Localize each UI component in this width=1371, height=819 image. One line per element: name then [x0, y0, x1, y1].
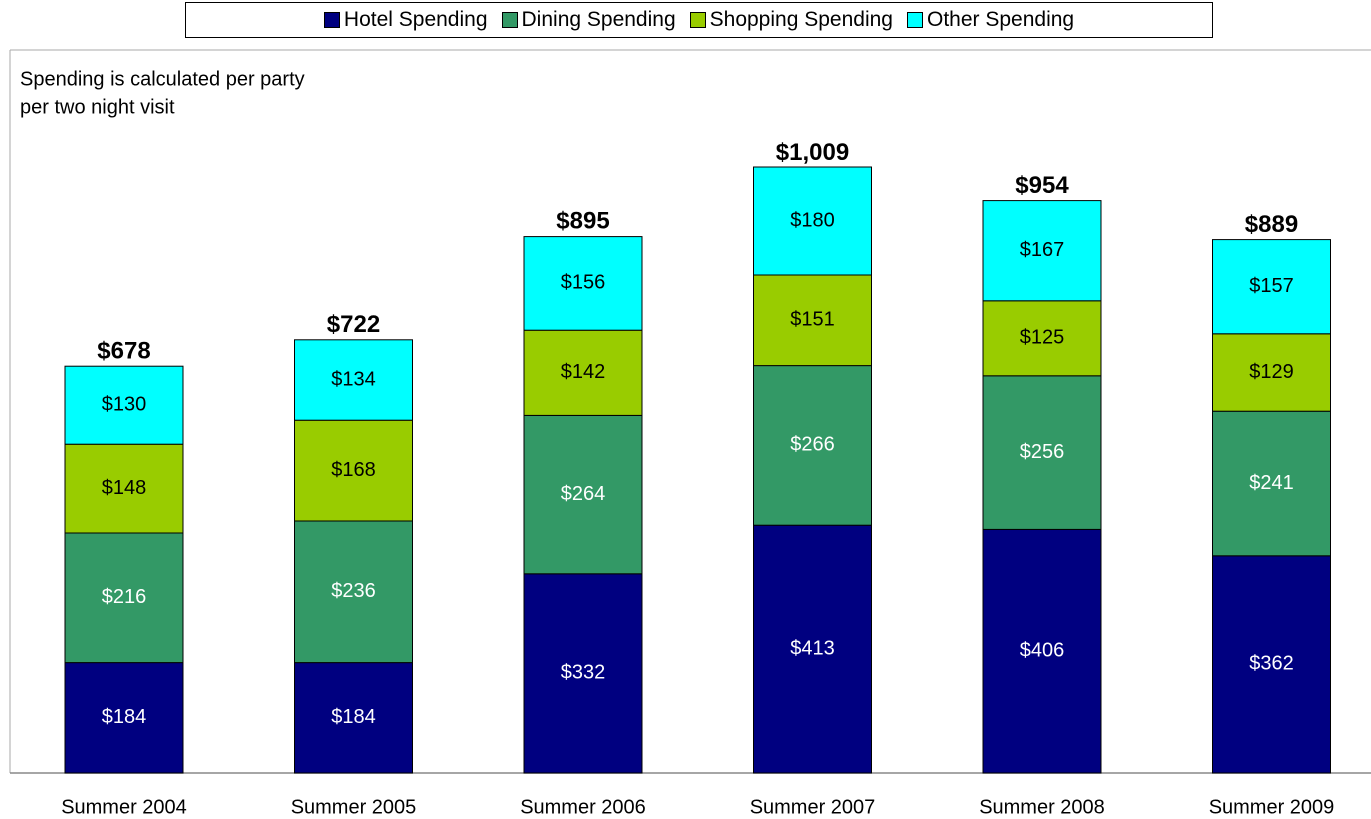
total-label: $678 — [97, 338, 150, 365]
bar-segment — [523, 329, 643, 416]
bar-segment — [982, 300, 1102, 377]
bar-segment — [64, 365, 184, 445]
data-label: $241 — [1249, 472, 1294, 494]
data-label: $129 — [1249, 361, 1294, 383]
data-label: $156 — [561, 272, 606, 294]
data-label: $134 — [331, 368, 376, 390]
total-label: $889 — [1245, 211, 1298, 238]
bar-segment — [753, 524, 872, 774]
note-line: Spending is calculated per party — [20, 68, 305, 90]
data-label: $184 — [331, 706, 376, 728]
data-label: $157 — [1249, 275, 1294, 297]
bar-segment — [753, 274, 872, 367]
data-label: $332 — [561, 662, 606, 684]
legend-label: Hotel Spending — [343, 8, 488, 31]
data-label: $142 — [561, 361, 606, 383]
total-label: $954 — [1015, 172, 1069, 199]
bar-segment — [1212, 333, 1331, 412]
x-tick-label: Summer 2009 — [1209, 796, 1335, 818]
bar-segment — [294, 339, 413, 421]
legend: Hotel Spending Dining Spending Shopping Sp… — [185, 2, 1213, 38]
x-tick-label: Summer 2006 — [520, 796, 646, 818]
legend-item: Dining Spending — [501, 8, 676, 32]
data-label: $266 — [790, 434, 835, 456]
data-label: $236 — [331, 580, 376, 602]
legend-swatch — [501, 12, 518, 28]
data-label: $148 — [102, 477, 147, 499]
data-label: $264 — [561, 483, 606, 505]
x-tick-label: Summer 2007 — [750, 796, 876, 818]
bar-segment — [523, 236, 643, 331]
bar-segment — [294, 662, 413, 774]
bar-segment — [982, 200, 1102, 302]
data-label: $184 — [102, 706, 147, 728]
bar-segment — [753, 166, 872, 276]
x-tick-label: Summer 2008 — [979, 796, 1105, 818]
note-line: per two night visit — [20, 96, 175, 118]
bar-segment — [1212, 555, 1331, 774]
bar-segment — [1212, 410, 1331, 557]
x-tick-label: Summer 2004 — [61, 796, 187, 818]
legend-item: Shopping Spending — [689, 8, 893, 32]
total-label: $1,009 — [776, 139, 849, 166]
x-tick-label: Summer 2005 — [291, 796, 417, 818]
data-label: $180 — [790, 209, 835, 231]
bar-segment — [294, 520, 413, 664]
legend-item: Hotel Spending — [323, 8, 488, 32]
bar-segment — [753, 365, 872, 526]
data-label: $256 — [1020, 441, 1065, 463]
data-label: $167 — [1020, 239, 1065, 261]
total-label: $895 — [556, 207, 609, 234]
data-label: $125 — [1020, 327, 1065, 349]
legend-item: Other Spending — [906, 8, 1075, 32]
data-label: $216 — [102, 586, 147, 608]
legend-label: Shopping Spending — [709, 8, 893, 31]
bar-segment — [523, 414, 643, 575]
data-label: $130 — [102, 393, 147, 415]
data-label: $168 — [331, 459, 376, 481]
bar-segment — [982, 528, 1102, 774]
bar-segment — [64, 443, 184, 534]
total-label: $722 — [327, 311, 380, 338]
bar-segment — [64, 662, 184, 774]
legend-label: Dining Spending — [521, 8, 676, 31]
legend-label: Other Spending — [926, 8, 1075, 31]
data-label: $406 — [1020, 639, 1065, 661]
legend-swatch — [689, 12, 706, 28]
legend-swatch — [323, 12, 340, 28]
bar-segment — [982, 375, 1102, 530]
bar-segment — [1212, 239, 1331, 335]
bar-segment — [294, 419, 413, 522]
data-label: $151 — [790, 309, 835, 331]
bar-segment — [523, 573, 643, 774]
legend-swatch — [906, 12, 923, 28]
data-label: $362 — [1249, 653, 1294, 675]
data-label: $413 — [790, 637, 835, 659]
